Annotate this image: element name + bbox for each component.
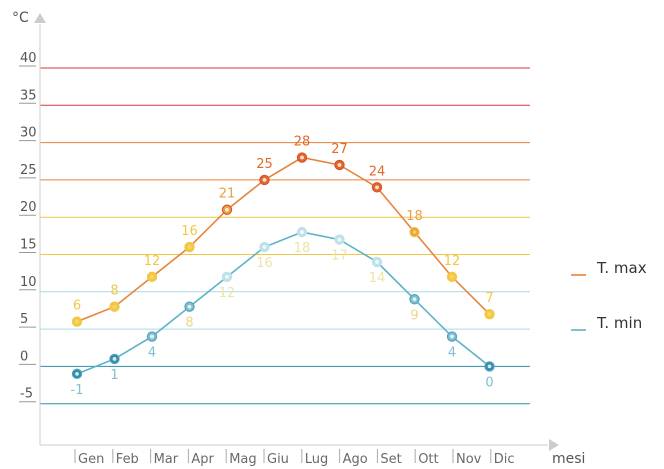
legend-label: T. max <box>596 259 647 277</box>
data-label-tmax: 8 <box>110 284 118 299</box>
y-tick-label: 20 <box>20 200 37 215</box>
data-label-tmin: -1 <box>71 383 84 398</box>
data-label-tmax: 12 <box>144 254 161 269</box>
point-highlight <box>262 178 267 182</box>
point-highlight <box>75 371 79 376</box>
point-highlight <box>187 304 192 309</box>
x-tick-label: Ott <box>418 452 438 467</box>
data-label-tmin: 4 <box>148 346 156 361</box>
x-tick-label: Apr <box>191 452 214 467</box>
point-highlight <box>300 230 304 235</box>
data-label-tmin: 4 <box>448 346 456 361</box>
y-tick-label: 40 <box>20 51 37 66</box>
point-highlight <box>112 304 117 309</box>
x-tick-label: Mag <box>229 452 256 467</box>
data-label-tmax: 18 <box>406 209 423 224</box>
point-highlight <box>112 357 117 361</box>
data-label-tmax: 12 <box>444 254 461 269</box>
series-line-tmin <box>76 231 490 375</box>
point-highlight <box>337 237 342 242</box>
y-axis-arrow-icon <box>34 13 46 23</box>
data-label-tmin: 18 <box>294 241 311 256</box>
data-label-tmax: 16 <box>181 224 198 239</box>
y-axis-unit: °C <box>12 10 29 26</box>
data-label-tmax: 21 <box>219 187 236 202</box>
point-highlight <box>487 312 492 317</box>
y-tick-label: -5 <box>20 387 33 402</box>
data-label-tmax: 28 <box>294 135 311 150</box>
point-highlight <box>450 274 454 279</box>
y-tick-label: 0 <box>20 349 28 364</box>
x-axis-arrow-icon <box>549 439 559 451</box>
point-highlight <box>150 334 154 339</box>
y-tick-label: 5 <box>20 312 28 327</box>
axes: °C mesi <box>12 10 585 467</box>
point-highlight <box>412 297 417 302</box>
point-highlight <box>150 274 154 279</box>
point-highlight <box>337 163 342 167</box>
x-tick-label: Set <box>380 452 401 467</box>
x-tick-label: Lug <box>305 452 329 467</box>
point-highlight <box>375 185 379 190</box>
x-axis-label: mesi <box>552 451 585 467</box>
legend: T. max T. min <box>571 259 647 332</box>
y-tick-label: 15 <box>20 238 37 253</box>
point-highlight <box>262 245 267 249</box>
y-tick-label: 25 <box>20 163 37 178</box>
data-label-tmin: 16 <box>256 256 273 271</box>
data-label-tmin: 0 <box>485 375 493 390</box>
x-tick-label: Nov <box>456 452 482 467</box>
x-tick-label: Ago <box>343 452 368 467</box>
point-highlight <box>300 155 304 160</box>
y-tick-label: 10 <box>20 275 37 290</box>
point-highlight <box>225 207 229 212</box>
point-highlight <box>75 319 79 324</box>
point-highlight <box>375 260 379 264</box>
grid-lines <box>40 67 530 405</box>
data-label-tmin: 17 <box>331 249 348 264</box>
data-label-tmin: 1 <box>110 368 118 383</box>
data-label-tmin: 9 <box>410 308 418 323</box>
point-highlight <box>225 274 229 279</box>
data-label-tmin: 12 <box>219 286 236 301</box>
data-label-tmax: 27 <box>331 142 348 157</box>
x-tick-labels: Gen Feb Mar Apr Mag Giu Lug Ago Set Ott Nov Dic <box>74 449 515 467</box>
x-tick-label: Giu <box>267 452 289 467</box>
point-highlight <box>487 364 492 369</box>
data-label-tmin: 8 <box>185 316 193 331</box>
data-label-tmax: 24 <box>369 164 386 179</box>
data-label-tmax: 25 <box>256 157 273 172</box>
point-highlight <box>412 230 417 235</box>
y-tick-label: 35 <box>20 88 37 103</box>
y-tick-labels: 40 35 30 25 20 15 10 5 0 -5 <box>19 51 37 403</box>
y-tick-label: 30 <box>20 126 37 141</box>
x-tick-label: Dic <box>494 452 515 467</box>
series-line-tmax <box>76 156 491 323</box>
data-label-tmax: 7 <box>485 291 493 306</box>
x-tick-label: Feb <box>116 452 139 467</box>
data-label-tmin: 14 <box>369 271 386 286</box>
legend-label: T. min <box>596 314 642 332</box>
point-highlight <box>187 245 192 249</box>
point-highlight <box>450 334 454 339</box>
x-tick-label: Mar <box>154 452 179 467</box>
data-label-tmax: 6 <box>73 299 81 314</box>
x-tick-label: Gen <box>78 452 104 467</box>
